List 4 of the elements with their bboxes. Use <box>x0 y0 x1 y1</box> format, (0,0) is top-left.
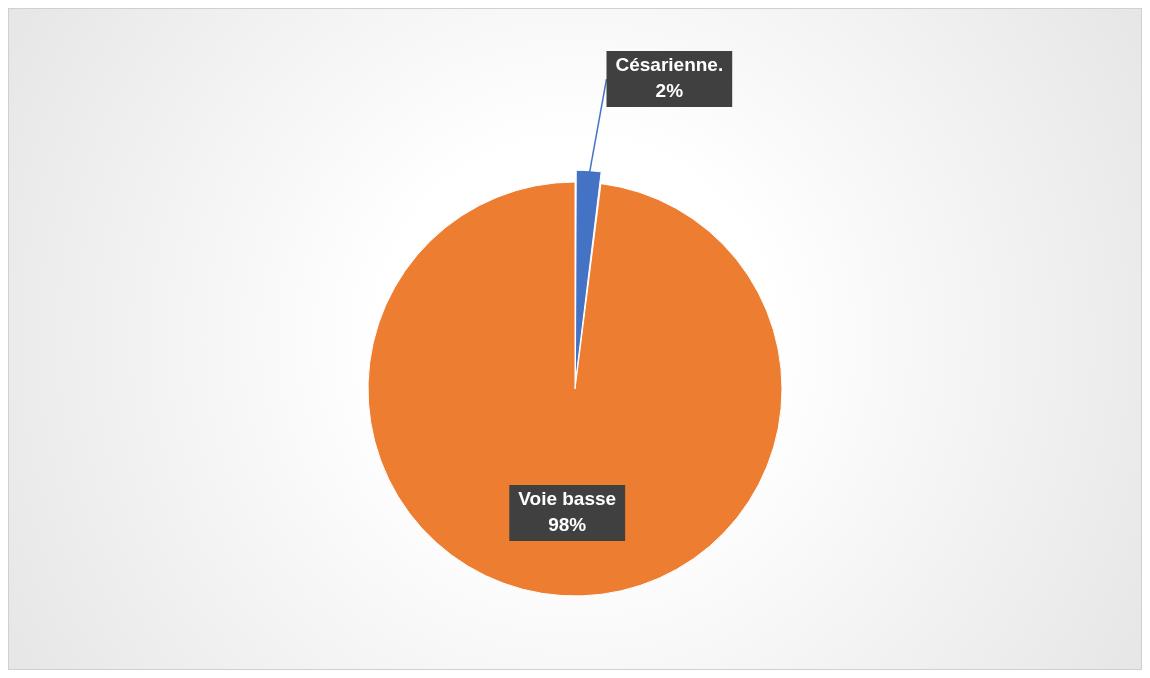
slice-label: Voie basse <box>518 488 617 510</box>
data-label: 98% <box>548 514 587 536</box>
slice-label: Césarienne. <box>615 54 724 76</box>
data-label: 2% <box>655 80 684 102</box>
